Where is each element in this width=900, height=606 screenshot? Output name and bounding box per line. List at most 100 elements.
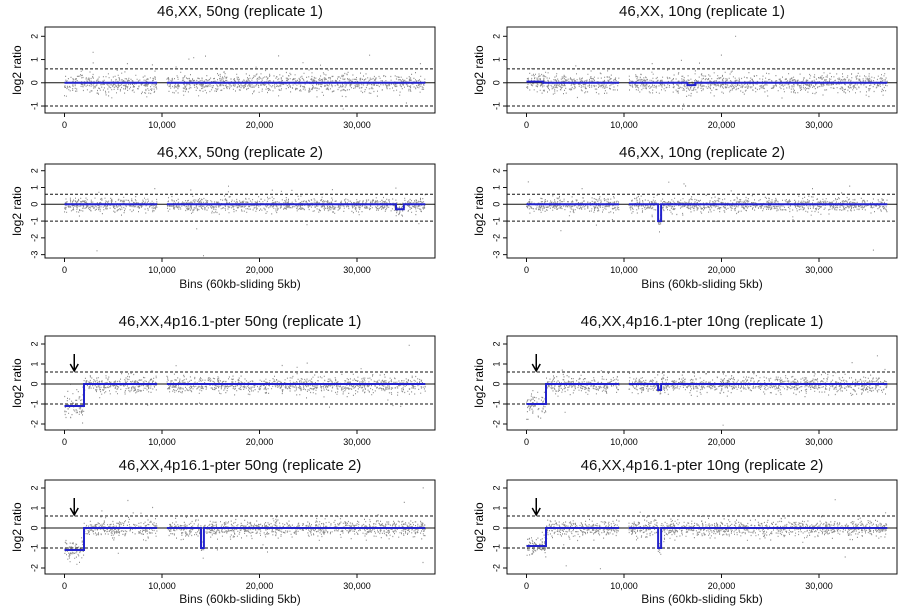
y-tick-label: -3 (29, 251, 39, 259)
y-tick-label: -2 (491, 234, 501, 242)
plot-frame (44, 335, 436, 431)
chart-panel-4: -3 -2 -1 0 1 2 log2 ratio 0 10,000 20,000 30,000 (472, 163, 898, 275)
y-tick-label: -2 (29, 420, 39, 428)
arrow-head (531, 363, 541, 373)
segment-line (64, 527, 426, 551)
y-tick-label: -2 (491, 564, 501, 572)
y-tick-label: 0 (29, 80, 39, 85)
y-tick-label: 1 (491, 185, 501, 190)
y-tick-label: 1 (491, 505, 501, 510)
arrow-head (531, 507, 541, 517)
arrow-head (69, 363, 79, 373)
plot-frame (506, 163, 898, 259)
chart-title: 46,XX, 50ng (replicate 1) (157, 3, 323, 20)
x-tick-label: 30,000 (805, 120, 833, 130)
x-tick-label: 30,000 (343, 120, 371, 130)
data-points (526, 355, 888, 431)
y-tick-label: 2 (491, 341, 501, 346)
x-tick-label: 30,000 (343, 437, 371, 447)
x-tick-label: 0 (524, 437, 529, 447)
x-tick-label: 0 (524, 265, 529, 275)
y-tick-label: 0 (491, 525, 501, 530)
y-tick-label: -2 (29, 564, 39, 572)
y-tick-label: 2 (29, 168, 39, 173)
y-axis-label: log2 ratio (472, 358, 486, 408)
x-tick-label: 10,000 (148, 265, 176, 275)
x-tick-label: 10,000 (610, 437, 638, 447)
segment-line (526, 527, 888, 549)
x-tick-label: 20,000 (246, 120, 274, 130)
plot-frame (506, 479, 898, 575)
y-tick-label: -1 (29, 544, 39, 552)
x-tick-label: 0 (524, 581, 529, 591)
y-tick-label: -1 (29, 400, 39, 408)
y-axis-label: log2 ratio (472, 45, 486, 95)
plot-frame (44, 479, 436, 575)
y-axis-label: log2 ratio (10, 502, 24, 552)
y-axis-label: log2 ratio (10, 186, 24, 236)
arrow-head (69, 507, 79, 517)
y-tick-label: 2 (29, 341, 39, 346)
x-tick-label: 30,000 (805, 437, 833, 447)
y-tick-label: 2 (491, 168, 501, 173)
x-tick-label: 30,000 (805, 265, 833, 275)
plot-frame (44, 163, 436, 259)
x-axis-label: Bins (60kb-sliding 5kb) (641, 277, 763, 291)
chart-panel-6: -2 -1 0 1 2 log2 ratio 0 10,000 20,000 30,000 (472, 335, 898, 447)
x-tick-label: 10,000 (148, 437, 176, 447)
x-tick-label: 20,000 (246, 581, 274, 591)
y-axis-label: log2 ratio (472, 186, 486, 236)
x-tick-label: 20,000 (246, 265, 274, 275)
y-tick-label: 1 (491, 361, 501, 366)
chart-panel-5: -2 -1 0 1 2 log2 ratio 0 10,000 20,000 30,000 (10, 335, 436, 447)
chart-title: 46,XX, 10ng (replicate 1) (619, 3, 785, 20)
y-tick-label: -1 (491, 400, 501, 408)
x-tick-label: 0 (62, 120, 67, 130)
y-tick-label: -1 (491, 102, 501, 110)
y-tick-label: -1 (29, 102, 39, 110)
y-tick-label: -1 (29, 217, 39, 225)
y-tick-label: 0 (29, 202, 39, 207)
x-tick-label: 0 (62, 265, 67, 275)
x-tick-label: 20,000 (246, 437, 274, 447)
x-tick-label: 30,000 (805, 581, 833, 591)
x-tick-label: 20,000 (708, 265, 736, 275)
y-tick-label: 2 (491, 485, 501, 490)
segment-line (64, 203, 426, 211)
y-tick-label: -1 (491, 544, 501, 552)
x-tick-label: 20,000 (708, 437, 736, 447)
y-tick-label: -2 (491, 420, 501, 428)
x-axis-label: Bins (60kb-sliding 5kb) (641, 592, 763, 606)
chart-title: 46,XX,4p16.1-pter 10ng (replicate 1) (580, 313, 824, 330)
plot-frame (506, 26, 898, 114)
chart-panel-8: -2 -1 0 1 2 log2 ratio 0 10,000 20,000 30,000 (472, 479, 898, 591)
y-tick-label: -3 (491, 251, 501, 259)
y-tick-label: -2 (29, 234, 39, 242)
x-tick-label: 10,000 (148, 581, 176, 591)
x-tick-label: 0 (62, 581, 67, 591)
y-tick-label: 1 (29, 505, 39, 510)
chart-title: 46,XX,4p16.1-pter 50ng (replicate 2) (118, 457, 362, 474)
chart-panel-3: -3 -2 -1 0 1 2 log2 ratio 0 10,000 20,000 30,000 (10, 163, 436, 275)
y-tick-label: 1 (491, 57, 501, 62)
x-tick-label: 20,000 (708, 120, 736, 130)
y-tick-label: 0 (491, 202, 501, 207)
x-tick-label: 30,000 (343, 581, 371, 591)
plot-frame (44, 26, 436, 114)
chart-panel-2: -1 0 1 2 log2 ratio 0 10,000 20,000 30,000 (472, 26, 898, 130)
data-points (64, 51, 426, 110)
data-points (526, 181, 888, 251)
data-points (526, 35, 888, 110)
chart-title: 46,XX, 50ng (replicate 2) (157, 144, 323, 161)
y-axis-label: log2 ratio (472, 502, 486, 552)
data-points (526, 499, 888, 570)
chart-panel-1: -1 0 1 2 log2 ratio 0 10,000 20,000 30,000 (10, 26, 436, 130)
y-tick-label: 0 (491, 381, 501, 386)
x-tick-label: 10,000 (610, 120, 638, 130)
x-tick-label: 30,000 (343, 265, 371, 275)
y-tick-label: 1 (29, 57, 39, 62)
y-tick-label: 0 (29, 381, 39, 386)
x-tick-label: 10,000 (148, 120, 176, 130)
y-tick-label: 1 (29, 185, 39, 190)
x-axis-label: Bins (60kb-sliding 5kb) (179, 277, 301, 291)
